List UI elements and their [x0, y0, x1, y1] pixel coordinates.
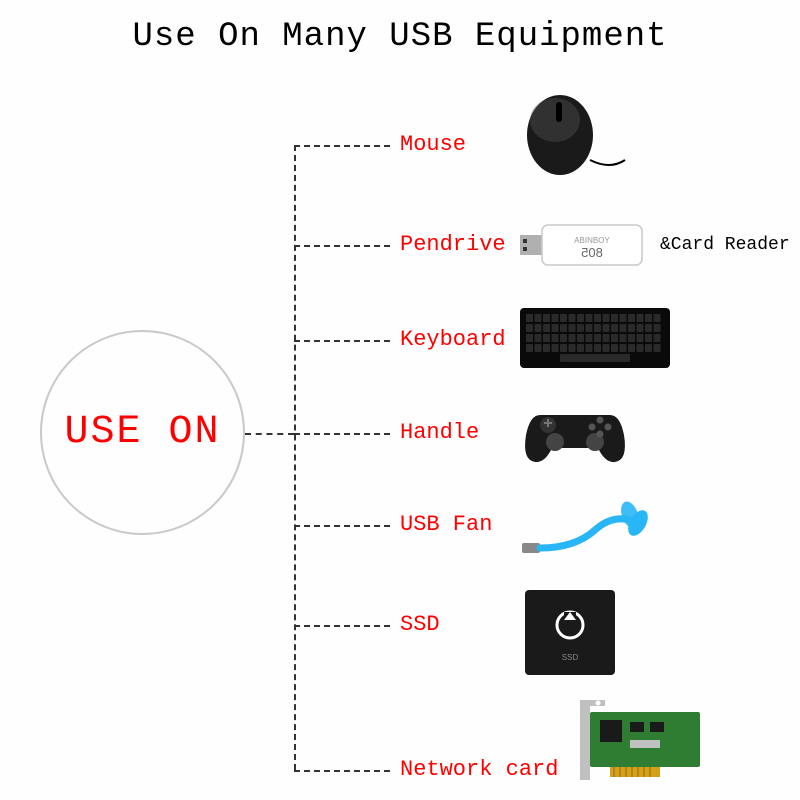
svg-text:805: 805	[581, 245, 603, 260]
branch-line	[294, 625, 390, 627]
netcard-icon	[580, 700, 720, 795]
item-label: USB Fan	[400, 512, 492, 537]
branch-line	[294, 145, 390, 147]
hub-connector-line	[245, 433, 294, 435]
mouse-icon	[510, 90, 630, 185]
hub-label: USE ON	[64, 410, 220, 455]
item-label: SSD	[400, 612, 440, 637]
svg-text:ABINBOY: ABINBOY	[574, 236, 610, 245]
item-label: Network card	[400, 757, 558, 782]
trunk-line	[294, 145, 296, 770]
item-label: Mouse	[400, 132, 466, 157]
usbfan-icon	[520, 495, 650, 570]
pendrive-icon: ABINBOY 805	[520, 215, 660, 280]
branch-line	[294, 245, 390, 247]
item-label: Pendrive	[400, 232, 506, 257]
item-extra-label: &Card Reader	[660, 235, 790, 255]
item-label: Handle	[400, 420, 479, 445]
gamepad-icon	[520, 400, 630, 485]
hub-circle: USE ON	[40, 330, 245, 535]
item-label: Keyboard	[400, 327, 506, 352]
svg-text:SSD: SSD	[562, 653, 579, 662]
keyboard-icon	[520, 308, 680, 375]
branch-line	[294, 525, 390, 527]
branch-line	[294, 433, 390, 435]
branch-line	[294, 340, 390, 342]
branch-line	[294, 770, 390, 772]
page-title: Use On Many USB Equipment	[0, 18, 800, 56]
ssd-icon: SSD	[520, 585, 620, 685]
